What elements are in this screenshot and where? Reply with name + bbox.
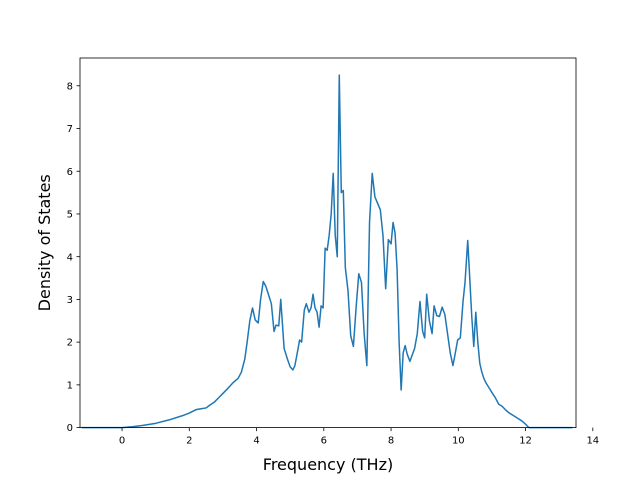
series-line-0 [81,74,573,429]
x-tick-label: 12 [519,436,532,447]
x-tick-label: 2 [186,436,192,447]
plot-area [81,74,573,429]
y-tick-label: 5 [67,210,73,221]
y-tick-label: 0 [67,423,73,434]
y-tick-label: 2 [67,338,73,349]
x-tick-label: 8 [388,436,394,447]
y-tick-label: 3 [67,295,73,306]
y-tick-label: 4 [67,252,73,263]
axes-frame [79,57,577,429]
x-tick-label: 4 [253,436,259,447]
y-tick-label: 1 [67,380,73,391]
x-axis: 0 2 4 6 8 10 12 14 [119,427,599,447]
x-tick-label: 0 [119,436,125,447]
y-axis-label: Density of States [35,174,54,311]
x-axis-label: Frequency (THz) [263,455,393,474]
y-tick-label: 8 [67,81,73,92]
y-tick-label: 6 [67,167,73,178]
y-tick-label: 7 [67,124,73,135]
y-axis: 0 1 2 3 4 5 6 7 8 [67,81,80,434]
x-tick-label: 14 [586,436,599,447]
x-tick-label: 6 [321,436,327,447]
x-tick-label: 10 [452,436,465,447]
